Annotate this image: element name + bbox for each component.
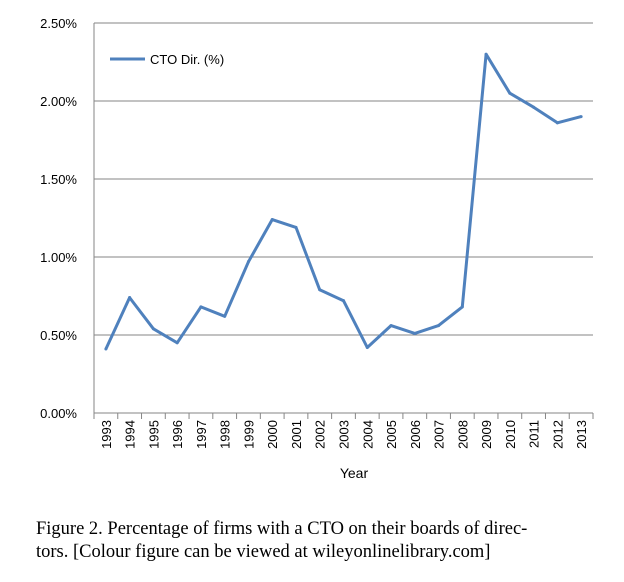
caption-line-1: Figure 2. Percentage of firms with a CTO… xyxy=(36,519,528,539)
data-point xyxy=(342,299,345,303)
x-tick-label: 2012 xyxy=(550,420,565,449)
x-tick-label: 1996 xyxy=(170,420,185,449)
data-point xyxy=(151,327,155,331)
y-tick-label: 2.50% xyxy=(40,16,77,31)
x-tick-label: 2007 xyxy=(432,420,447,449)
x-tick-label: 2008 xyxy=(455,420,470,449)
x-tick-label: 2003 xyxy=(337,420,352,449)
x-tick-label: 1998 xyxy=(218,420,233,449)
line-chart: 0.00%0.50%1.00%1.50%2.00%2.50% 1993 1994 1… xyxy=(40,16,594,481)
data-point xyxy=(365,345,369,349)
data-point xyxy=(318,288,322,292)
data-point xyxy=(199,305,203,309)
caption-line-2: tors. [Colour figure can be viewed at wi… xyxy=(36,542,491,562)
x-axis xyxy=(93,23,594,419)
series-line xyxy=(104,52,582,350)
x-tick-label: 2011 xyxy=(527,420,542,448)
x-tick-label: 2004 xyxy=(360,420,375,449)
x-tick-label: 2001 xyxy=(289,420,304,449)
x-tick-label: 1997 xyxy=(194,420,209,449)
x-tick-label: 2010 xyxy=(503,420,518,449)
y-tick-label: 1.00% xyxy=(40,250,77,265)
data-point xyxy=(508,91,512,95)
x-tick-label: 2006 xyxy=(408,420,423,449)
x-tick-label: 1999 xyxy=(241,420,256,449)
x-axis-ticks: 1993 1994 1995 1996 1997 1998 1999 2000 2001 2002… xyxy=(99,420,589,449)
data-point xyxy=(175,341,179,345)
x-tick-label: 2005 xyxy=(384,420,399,449)
data-point xyxy=(389,324,393,328)
data-point xyxy=(460,305,464,309)
x-axis-title: Year xyxy=(340,465,369,481)
data-point xyxy=(128,296,132,300)
data-point xyxy=(484,52,488,56)
gridlines xyxy=(94,22,593,336)
figure-caption: Figure 2. Percentage of firms with a CTO… xyxy=(36,518,596,564)
data-point xyxy=(104,347,108,351)
x-tick-label: 2002 xyxy=(313,420,328,449)
data-point xyxy=(270,218,274,222)
x-tick-label: 1993 xyxy=(99,420,114,449)
legend: CTO Dir. (%) xyxy=(110,52,224,67)
y-tick-label: 2.00% xyxy=(40,94,77,109)
data-point xyxy=(532,105,536,109)
y-tick-label: 1.50% xyxy=(40,172,77,187)
legend-label: CTO Dir. (%) xyxy=(150,52,224,67)
y-tick-label: 0.00% xyxy=(40,406,77,421)
series-group xyxy=(104,52,583,351)
y-tick-label: 0.50% xyxy=(40,328,77,343)
x-tick-label: 1994 xyxy=(123,420,138,449)
data-point xyxy=(413,331,417,335)
data-point xyxy=(555,121,559,125)
y-axis-ticks: 0.00% 0.50% 1.00% 1.50% 2.00% 2.50% xyxy=(40,16,77,421)
data-point xyxy=(437,324,441,328)
data-point xyxy=(246,260,250,264)
data-point xyxy=(223,314,227,318)
x-tick-label: 2009 xyxy=(479,420,494,449)
x-tick-label: 2013 xyxy=(574,420,589,449)
data-point xyxy=(579,115,583,119)
data-point xyxy=(294,225,298,229)
x-tick-label: 1995 xyxy=(146,420,161,449)
x-tick-label: 2000 xyxy=(265,420,280,449)
